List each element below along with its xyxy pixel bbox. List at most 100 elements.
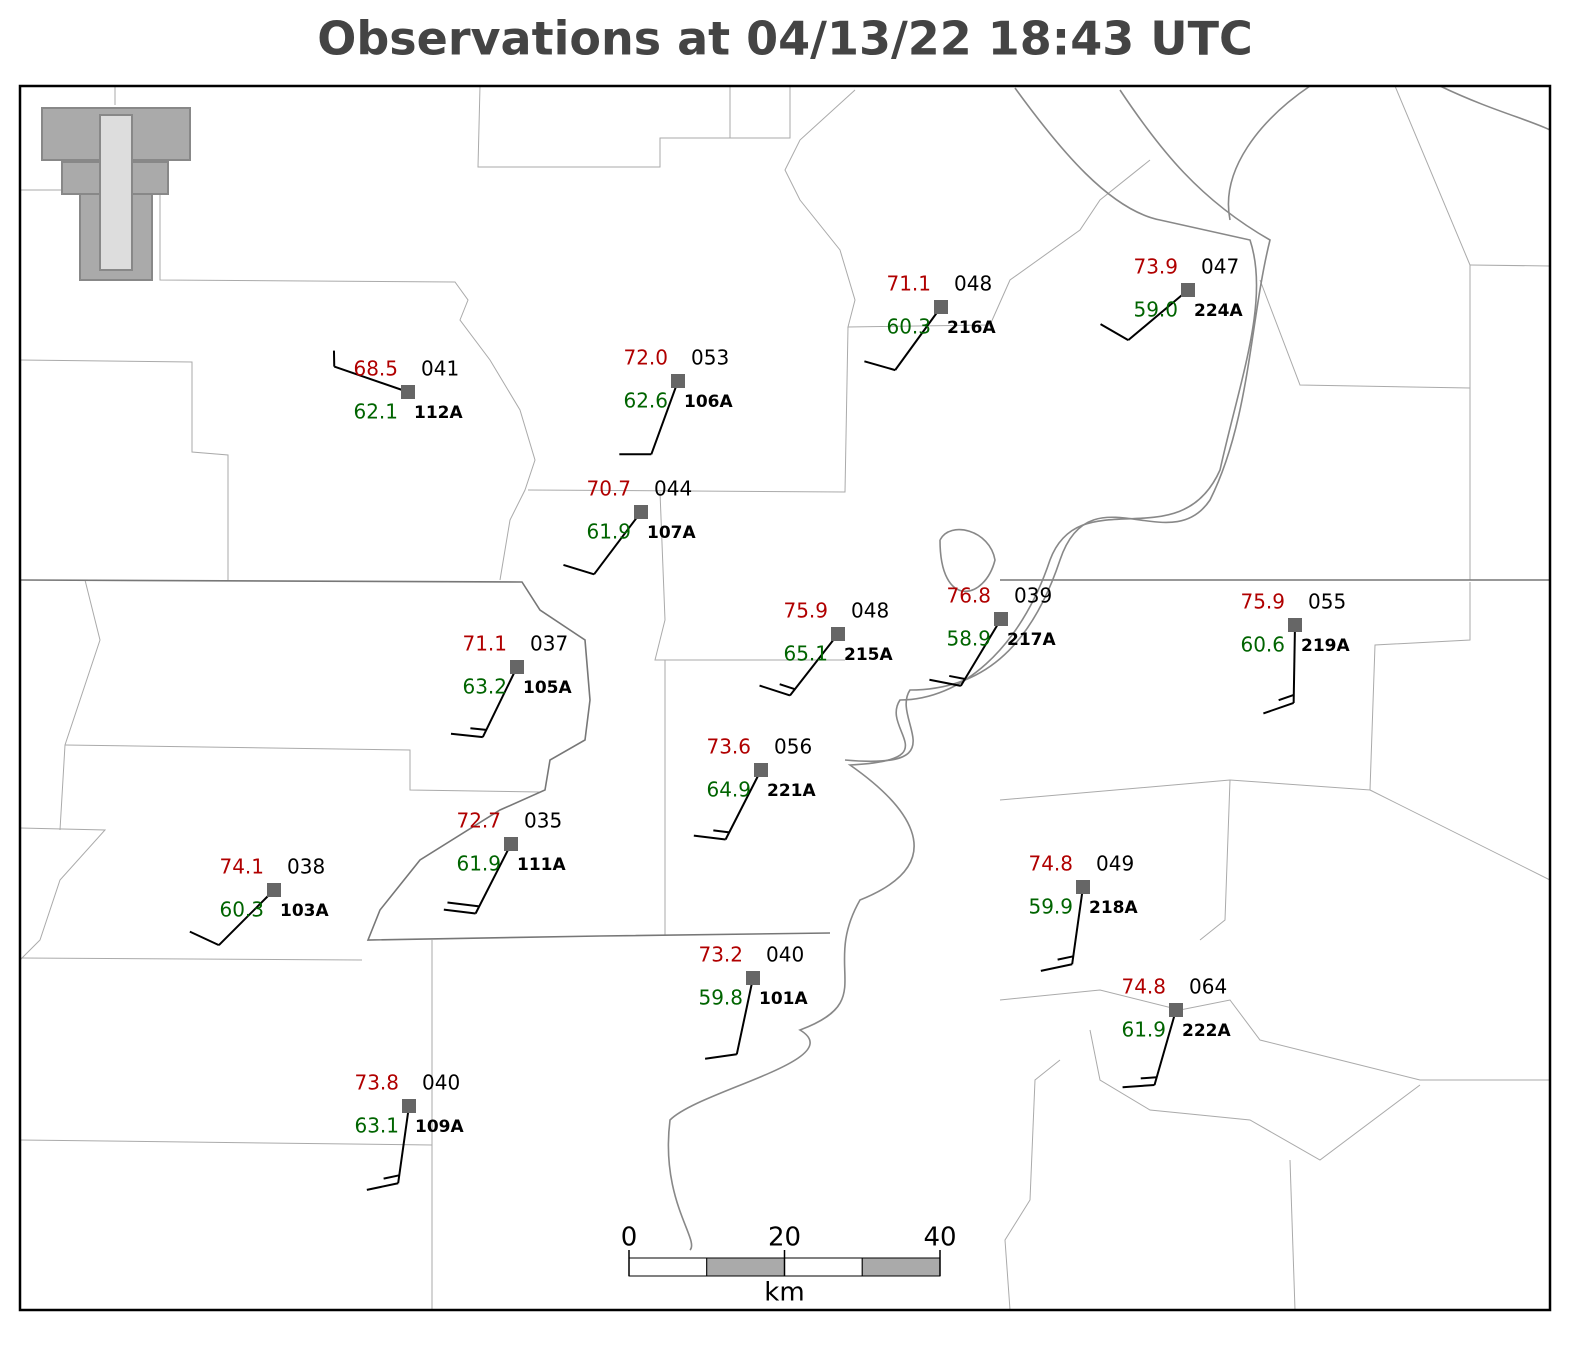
wind-barb [1040, 886, 1084, 972]
title: Observations at 04/13/22 18:43 UTC [317, 12, 1252, 66]
barb-full [1040, 963, 1073, 972]
station-id: 101A [759, 989, 808, 1009]
station-marker [401, 385, 415, 399]
barb-staff [218, 889, 275, 946]
pressure: 037 [530, 632, 568, 656]
temperature: 72.7 [456, 809, 501, 833]
scale-segment [706, 1257, 785, 1277]
wind-barb [563, 511, 642, 576]
wind-barb [443, 843, 512, 915]
scale-tick-label: 20 [768, 1223, 801, 1253]
station-id: 111A [517, 855, 566, 875]
dewpoint: 60.3 [886, 315, 931, 339]
barb-half [713, 829, 730, 834]
dewpoint: 61.9 [586, 520, 631, 544]
barb-staff [397, 1105, 410, 1184]
barb-half [949, 674, 966, 680]
scale-segment [628, 1257, 708, 1277]
station-id: 105A [523, 678, 572, 698]
barb-staff [724, 769, 762, 840]
station-id: 215A [844, 645, 893, 665]
station-marker [746, 971, 760, 985]
station-id: 112A [414, 403, 463, 423]
station-marker [831, 627, 845, 641]
wind-barb [189, 889, 275, 947]
station-marker [671, 374, 685, 388]
pressure: 041 [421, 357, 459, 381]
barb-staff [789, 633, 839, 697]
dewpoint: 58.9 [946, 627, 991, 651]
temperature: 75.9 [1240, 590, 1285, 614]
station-marker [1169, 1003, 1183, 1017]
barb-full [864, 360, 896, 372]
station-marker [994, 612, 1008, 626]
pressure: 053 [691, 346, 729, 370]
station-marker [754, 763, 768, 777]
station-id: 219A [1301, 636, 1350, 656]
wind-barb [1122, 1009, 1177, 1089]
wind-barb [759, 633, 839, 697]
station-marker [504, 837, 518, 851]
wind-barb [450, 666, 518, 739]
barb-staff [1071, 886, 1084, 965]
pressure: 040 [766, 943, 804, 967]
pressure: 048 [851, 599, 889, 623]
scale-bar: 0 20 40 km [621, 1223, 957, 1308]
barb-staff [333, 365, 409, 393]
wind-barb [332, 350, 409, 393]
temperature: 71.1 [886, 272, 931, 296]
barb-half [1057, 955, 1074, 961]
dewpoint: 61.9 [456, 852, 501, 876]
dewpoint: 64.9 [706, 778, 751, 802]
scale-segment [861, 1257, 941, 1277]
station-id: 217A [1007, 630, 1056, 650]
barb-full [704, 1053, 737, 1060]
scale-segment [784, 1257, 863, 1277]
barb-half [383, 1174, 400, 1180]
barb-full [1100, 323, 1129, 342]
barb-full [693, 834, 726, 841]
barb-half [1278, 694, 1295, 702]
barb-full [450, 732, 483, 739]
wind-barb [619, 380, 679, 456]
station-id: 106A [684, 392, 733, 412]
wind-barb [864, 306, 942, 372]
temperature: 73.8 [354, 1071, 399, 1095]
dewpoint: 62.6 [623, 389, 668, 413]
dewpoint: 61.9 [1121, 1018, 1166, 1042]
station-id: 224A [1194, 301, 1243, 321]
stations: 68.5 041 62.1 112A 72.0 053 62.6 106A 71.1 048 60.… [189, 255, 1350, 1191]
station-id: 107A [647, 523, 696, 543]
barb-full [563, 563, 595, 576]
dewpoint: 59.9 [1028, 895, 1073, 919]
temperature: 76.8 [946, 584, 991, 608]
barb-half [1140, 1076, 1157, 1080]
barb-full [366, 1182, 399, 1191]
barb-staff [593, 511, 642, 575]
scale-unit: km [764, 1278, 804, 1308]
dewpoint: 59.8 [698, 986, 743, 1010]
barb-staff [481, 666, 518, 738]
pressure: 040 [422, 1071, 460, 1095]
dewpoint: 65.1 [783, 642, 828, 666]
temperature: 70.7 [586, 477, 631, 501]
pressure: 044 [654, 477, 692, 501]
dewpoint: 63.1 [354, 1114, 399, 1138]
temperature: 73.2 [698, 943, 743, 967]
wind-barb [929, 618, 1002, 687]
barb-staff [1153, 1009, 1177, 1086]
barb-full [443, 908, 476, 915]
temperature: 74.8 [1121, 975, 1166, 999]
barb-full [447, 901, 480, 908]
station-id: 109A [415, 1117, 464, 1137]
wind-barb [1100, 289, 1189, 342]
dewpoint: 59.0 [1133, 298, 1178, 322]
temperature: 73.6 [706, 735, 751, 759]
barb-full [1122, 1083, 1155, 1089]
pressure: 047 [1201, 255, 1239, 279]
station-marker [1181, 283, 1195, 297]
wind-barb [1263, 624, 1296, 715]
temperature: 74.8 [1028, 852, 1073, 876]
temperature: 68.5 [353, 357, 398, 381]
